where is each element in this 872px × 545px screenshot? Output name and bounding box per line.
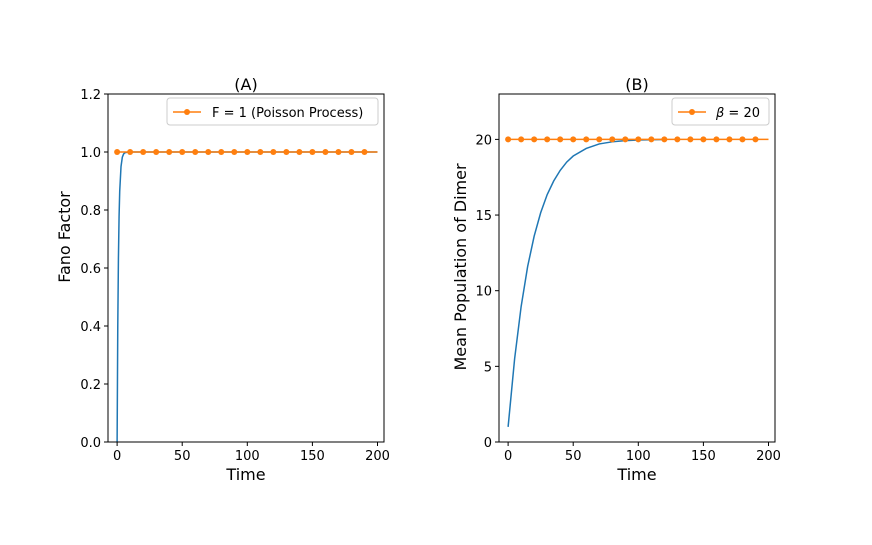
chart-b-data-point — [661, 136, 668, 143]
chart-a-xtick-label: 150 — [300, 449, 325, 464]
chart-b-legend-box — [671, 97, 770, 126]
chart-b-xlabel: Time — [616, 465, 656, 484]
chart-a-data-point — [348, 149, 355, 155]
chart-b-ytick-label: 5 — [484, 360, 492, 375]
chart-a-data-point — [309, 149, 316, 155]
chart-a-title: (A) — [234, 75, 257, 94]
chart-b-series-simulated-line — [507, 138, 665, 427]
chart-b-data-point — [687, 136, 694, 143]
chart-a-data-point — [270, 149, 277, 155]
chart-panel-a: (A) Time Fano Factor 0 50 100 150 2000.00.20… — [55, 75, 390, 484]
chart-b-legend-value: = 20 — [724, 106, 760, 121]
chart-b-xtick-label: 150 — [691, 449, 716, 464]
chart-a-data-point — [205, 149, 212, 155]
chart-a-ytick-label: 0.2 — [80, 378, 101, 393]
chart-b-data-point — [596, 136, 603, 143]
chart-a-ytick-label: 0.0 — [80, 436, 101, 451]
chart-a-data-point — [283, 149, 290, 155]
chart-b-data-point — [531, 136, 538, 143]
chart-b-xtick-label: 0 — [504, 449, 512, 464]
chart-b-data-point — [726, 136, 733, 143]
chart-b-legend-text: β = 20 — [715, 106, 760, 121]
chart-b-legend-marker — [689, 109, 695, 115]
chart-b-title: (B) — [625, 75, 648, 94]
chart-b-data-point — [700, 136, 707, 143]
chart-b-data-point — [583, 136, 590, 143]
chart-b-ylabel: Mean Population of Dimer — [451, 163, 470, 371]
chart-a-ylabel: Fano Factor — [55, 191, 74, 283]
chart-b-ytick-label: 20 — [475, 133, 492, 148]
chart-b-data-point — [674, 136, 681, 143]
chart-a-xtick-label: 100 — [235, 449, 260, 464]
chart-b-data-point — [518, 136, 525, 143]
chart-a-data-point — [127, 149, 134, 155]
chart-a-data-point — [361, 149, 368, 155]
chart-panel-b: (B) Time Mean Population of Dimer 0 50 100… — [451, 75, 781, 484]
chart-b-xtick-label: 50 — [565, 449, 582, 464]
chart-b-data-point — [544, 136, 551, 143]
chart-a-data-point — [140, 149, 147, 155]
chart-a-lines — [114, 149, 378, 443]
chart-b-ticks: 0 50 100 150 200 0 5 10 15 20 — [475, 133, 780, 464]
chart-b-data-point — [648, 136, 655, 143]
chart-b-data-point — [713, 136, 720, 143]
chart-b-ytick-label: 0 — [484, 436, 492, 451]
chart-a-ytick-label: 0.4 — [80, 320, 101, 335]
chart-a-data-point — [153, 149, 160, 155]
chart-a-data-point — [114, 149, 121, 155]
chart-a-xtick-label: 200 — [365, 449, 390, 464]
chart-b-plot-area — [498, 93, 776, 443]
chart-b-legend: β = 20 — [671, 97, 770, 126]
chart-b-data-point — [622, 136, 629, 143]
chart-b-data-point — [557, 136, 564, 143]
chart-b-data-point — [570, 136, 577, 143]
chart-a-ytick-label: 0.8 — [80, 204, 101, 219]
chart-a-ytick-label: 1.0 — [80, 146, 101, 161]
chart-a-xlabel: Time — [225, 465, 265, 484]
chart-a-ticks: 0 50 100 150 200 0.0 0.2 0.4 0.6 0.8 1.0 1.2 — [80, 88, 390, 464]
chart-a-data-point — [166, 149, 173, 155]
chart-a-ytick-label: 0.6 — [80, 262, 101, 277]
chart-a-data-point — [296, 149, 303, 155]
chart-a-legend-marker — [184, 109, 190, 115]
chart-b-ytick-label: 10 — [475, 285, 492, 300]
chart-a-xtick-label: 0 — [113, 449, 121, 464]
chart-a-data-point — [335, 149, 342, 155]
chart-a-data-point — [192, 149, 199, 155]
chart-a-series-simulated-line — [116, 151, 378, 443]
chart-a-xtick-label: 50 — [174, 449, 191, 464]
chart-b-data-point — [635, 136, 642, 143]
chart-a-data-point — [231, 149, 238, 155]
chart-b-ytick-label: 15 — [475, 209, 492, 224]
chart-a-data-point — [179, 149, 186, 155]
chart-a-plot-area — [107, 93, 385, 443]
chart-b-xtick-label: 200 — [756, 449, 781, 464]
chart-a-ytick-label: 1.2 — [80, 88, 101, 103]
chart-b-legend-symbol: β — [715, 106, 724, 121]
chart-b-data-point — [739, 136, 746, 143]
chart-a-data-point — [257, 149, 264, 155]
chart-b-xtick-label: 100 — [626, 449, 651, 464]
chart-a-legend: F = 1 (Poisson Process) — [166, 97, 379, 126]
chart-a-data-point — [218, 149, 225, 155]
chart-b-data-point — [505, 136, 512, 143]
chart-a-legend-box — [166, 97, 379, 126]
chart-b-lines — [505, 136, 769, 427]
chart-b-data-point — [609, 136, 616, 143]
chart-b-data-point — [752, 136, 759, 143]
chart-a-legend-text: F = 1 (Poisson Process) — [212, 106, 363, 121]
chart-a-data-point — [244, 149, 251, 155]
chart-a-data-point — [322, 149, 329, 155]
